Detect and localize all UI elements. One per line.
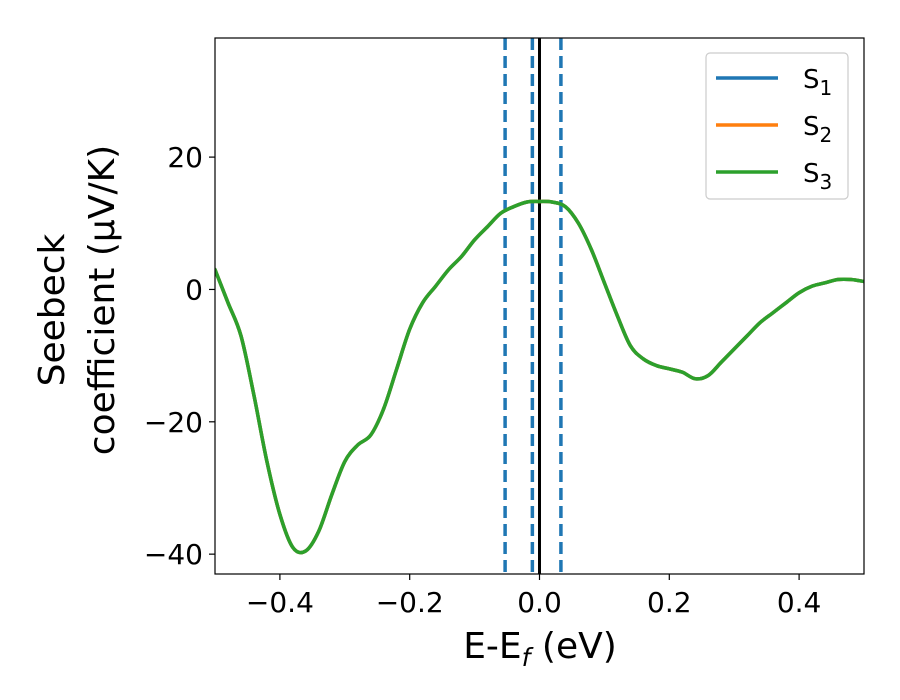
series-line-s3 — [215, 199, 864, 555]
legend-label-s1: S1 — [803, 65, 832, 100]
x-axis-title-unit: (eV) — [530, 626, 616, 667]
legend-label-s3: S3 — [803, 159, 832, 194]
y-tick-label: 0 — [185, 273, 203, 306]
legend: S1 S2 S3 — [705, 52, 849, 200]
x-tick-label: −0.2 — [376, 586, 444, 619]
x-tick-label: 0.4 — [777, 586, 822, 619]
y-tick-label: −20 — [144, 406, 203, 439]
x-tick-label: 0.0 — [517, 586, 562, 619]
x-axis-title: E-Ef (eV) — [463, 626, 617, 672]
y-axis-title-line1: Seebeck — [32, 233, 73, 386]
y-tick-label: 20 — [167, 141, 203, 174]
y-axis-title-line2: coefficient (μV/K) — [82, 145, 123, 455]
y-tick-label: −40 — [144, 538, 203, 571]
x-axis-title-main: E-E — [463, 626, 521, 667]
x-tick-label: −0.4 — [246, 586, 314, 619]
legend-label-s2: S2 — [803, 112, 832, 147]
x-tick-label: 0.2 — [647, 586, 692, 619]
